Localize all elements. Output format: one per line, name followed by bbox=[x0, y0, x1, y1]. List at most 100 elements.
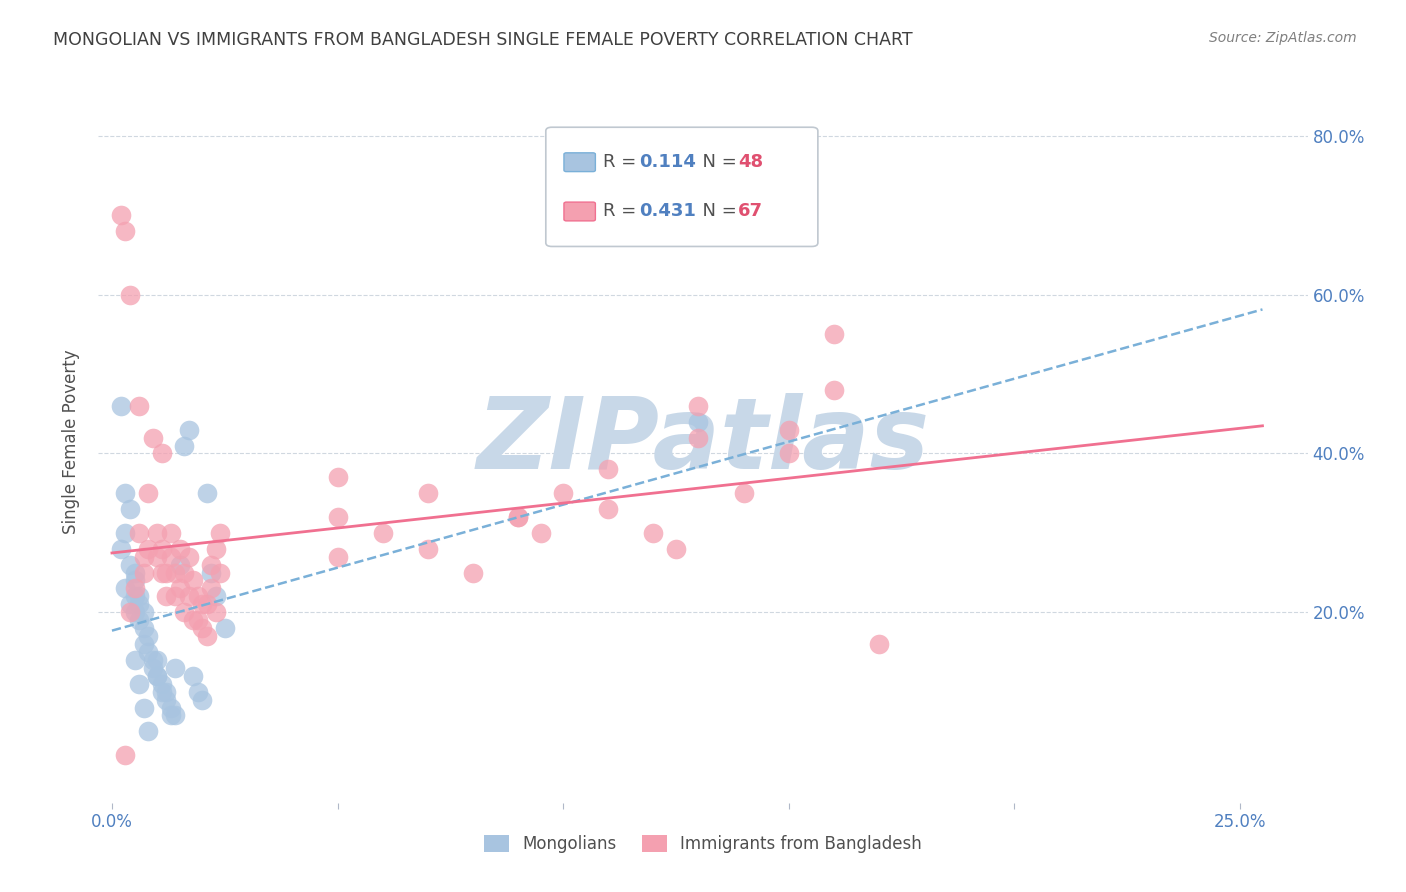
Point bbox=[461, 566, 484, 580]
Point bbox=[124, 574, 146, 588]
Point bbox=[110, 399, 132, 413]
Point bbox=[733, 486, 755, 500]
Point bbox=[169, 558, 191, 572]
Point bbox=[204, 590, 226, 604]
Text: N =: N = bbox=[690, 153, 742, 171]
Point bbox=[200, 566, 222, 580]
Point bbox=[371, 525, 394, 540]
Point bbox=[142, 661, 165, 675]
Point bbox=[132, 549, 155, 564]
Point bbox=[187, 684, 209, 698]
Point bbox=[326, 549, 349, 564]
Text: Source: ZipAtlas.com: Source: ZipAtlas.com bbox=[1209, 31, 1357, 45]
Point bbox=[778, 423, 800, 437]
Point bbox=[110, 208, 132, 222]
Point bbox=[181, 574, 204, 588]
Point bbox=[136, 629, 159, 643]
Point bbox=[136, 541, 159, 556]
Point bbox=[136, 645, 159, 659]
Point bbox=[118, 502, 141, 516]
Point bbox=[155, 684, 177, 698]
Point bbox=[136, 724, 159, 739]
Point bbox=[128, 590, 150, 604]
Text: 48: 48 bbox=[738, 153, 763, 171]
Point bbox=[191, 597, 214, 611]
Point bbox=[146, 549, 169, 564]
Point bbox=[150, 684, 173, 698]
Point bbox=[688, 399, 710, 413]
Point bbox=[128, 676, 150, 690]
Point bbox=[416, 486, 439, 500]
Point bbox=[177, 423, 200, 437]
Point bbox=[124, 653, 146, 667]
Point bbox=[688, 431, 710, 445]
Point bbox=[165, 566, 187, 580]
Point bbox=[114, 525, 136, 540]
Point bbox=[823, 327, 845, 342]
Point bbox=[209, 525, 232, 540]
Point bbox=[114, 582, 136, 596]
Point bbox=[128, 399, 150, 413]
Text: R =: R = bbox=[603, 202, 641, 220]
Point bbox=[159, 700, 181, 714]
Point bbox=[169, 582, 191, 596]
Y-axis label: Single Female Poverty: Single Female Poverty bbox=[62, 350, 80, 533]
Point bbox=[214, 621, 236, 635]
Point bbox=[173, 438, 195, 452]
Point bbox=[128, 613, 150, 627]
Point bbox=[114, 748, 136, 763]
Point bbox=[118, 287, 141, 301]
Point bbox=[118, 597, 141, 611]
Point bbox=[181, 613, 204, 627]
Point bbox=[150, 541, 173, 556]
Point bbox=[326, 510, 349, 524]
Point bbox=[155, 566, 177, 580]
Text: R =: R = bbox=[603, 153, 641, 171]
Point bbox=[181, 669, 204, 683]
Point bbox=[136, 486, 159, 500]
Point bbox=[506, 510, 529, 524]
Point bbox=[200, 582, 222, 596]
Point bbox=[132, 700, 155, 714]
Point bbox=[146, 669, 169, 683]
Point bbox=[187, 613, 209, 627]
Text: N =: N = bbox=[690, 202, 742, 220]
Point bbox=[598, 502, 620, 516]
Text: MONGOLIAN VS IMMIGRANTS FROM BANGLADESH SINGLE FEMALE POVERTY CORRELATION CHART: MONGOLIAN VS IMMIGRANTS FROM BANGLADESH … bbox=[53, 31, 912, 49]
Point bbox=[159, 549, 181, 564]
Point bbox=[177, 590, 200, 604]
Point bbox=[118, 605, 141, 619]
FancyBboxPatch shape bbox=[546, 128, 818, 246]
Point bbox=[128, 525, 150, 540]
Point bbox=[132, 605, 155, 619]
Point bbox=[146, 525, 169, 540]
Point bbox=[195, 486, 218, 500]
Point bbox=[209, 566, 232, 580]
Point bbox=[173, 605, 195, 619]
Text: 67: 67 bbox=[738, 202, 763, 220]
Point bbox=[146, 669, 169, 683]
Point bbox=[165, 708, 187, 723]
Point bbox=[150, 566, 173, 580]
Point bbox=[177, 549, 200, 564]
Point bbox=[159, 525, 181, 540]
Point bbox=[118, 558, 141, 572]
Point bbox=[142, 653, 165, 667]
FancyBboxPatch shape bbox=[564, 153, 595, 171]
Point bbox=[169, 541, 191, 556]
Point bbox=[823, 383, 845, 397]
Point bbox=[165, 590, 187, 604]
Point bbox=[155, 590, 177, 604]
Point bbox=[195, 629, 218, 643]
Point bbox=[191, 692, 214, 706]
Point bbox=[529, 525, 551, 540]
Point bbox=[416, 541, 439, 556]
Point bbox=[191, 621, 214, 635]
Point bbox=[643, 525, 665, 540]
Point bbox=[598, 462, 620, 476]
Point bbox=[128, 597, 150, 611]
Point bbox=[132, 621, 155, 635]
Point bbox=[326, 470, 349, 484]
Point bbox=[132, 566, 155, 580]
Point bbox=[159, 708, 181, 723]
